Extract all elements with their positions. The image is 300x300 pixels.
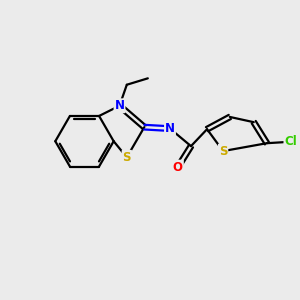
Text: S: S: [219, 145, 227, 158]
Text: O: O: [173, 160, 183, 174]
Text: S: S: [123, 151, 131, 164]
Text: N: N: [115, 99, 124, 112]
Text: N: N: [165, 122, 175, 135]
Text: Cl: Cl: [284, 135, 297, 148]
